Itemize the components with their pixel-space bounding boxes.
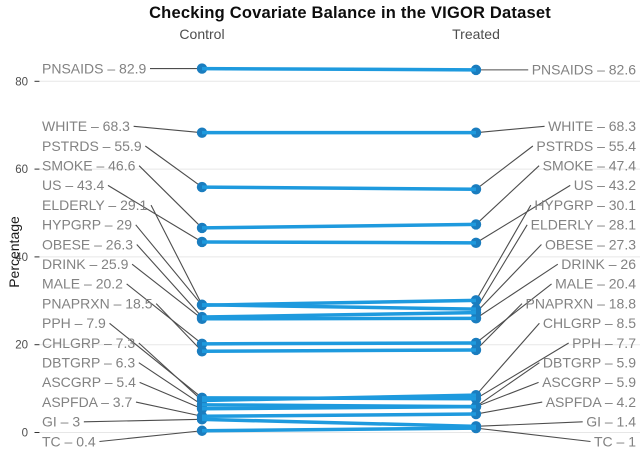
label-layer: PNSAIDS – 82.9 WHITE – 68.3 PSTRDS – 55.9 S… bbox=[42, 60, 636, 449]
slope-line bbox=[201, 404, 477, 411]
leader-line bbox=[475, 224, 528, 310]
y-tick-label: 40 bbox=[15, 252, 28, 264]
right-covariate-label: SMOKE – 47.4 bbox=[543, 158, 637, 174]
leader-line bbox=[144, 145, 203, 188]
column-header-control: Control bbox=[179, 26, 225, 42]
left-covariate-label: ASPFDA – 3.7 bbox=[42, 394, 132, 410]
slope-line bbox=[201, 298, 477, 307]
slope-line bbox=[201, 185, 477, 192]
leader-line bbox=[133, 125, 203, 134]
right-covariate-label: GI – 1.4 bbox=[586, 414, 636, 430]
slope-line bbox=[201, 417, 477, 429]
left-covariate-label: HYPGRP – 29 bbox=[42, 217, 132, 233]
left-covariate-label: PNSAIDS – 82.9 bbox=[42, 60, 146, 76]
left-covariate-label: WHITE – 68.3 bbox=[42, 118, 130, 134]
left-covariate-label: MALE – 20.2 bbox=[42, 276, 123, 292]
left-covariate-label: DBTGRP – 6.3 bbox=[42, 355, 135, 371]
y-tick-label: 0 bbox=[22, 428, 28, 440]
right-covariate-label: CHLGRP – 8.5 bbox=[543, 315, 636, 331]
left-covariate-label: SMOKE – 46.6 bbox=[42, 158, 136, 174]
right-covariate-label: TC – 1 bbox=[594, 433, 636, 449]
right-covariate-label: ASCGRP – 5.9 bbox=[542, 374, 636, 390]
left-covariate-label: PPH – 7.9 bbox=[42, 315, 106, 331]
leader-line bbox=[475, 184, 571, 244]
left-covariate-label: TC – 0.4 bbox=[42, 433, 96, 449]
leader-line bbox=[131, 263, 203, 320]
leader-line bbox=[475, 427, 591, 443]
leader-line bbox=[99, 430, 203, 443]
treated-point bbox=[470, 295, 482, 306]
slope-line bbox=[201, 393, 477, 403]
leader-line bbox=[150, 204, 203, 306]
left-covariate-label: DRINK – 25.9 bbox=[42, 256, 129, 272]
point-layer bbox=[196, 63, 482, 436]
leader-line bbox=[475, 342, 569, 400]
treated-point bbox=[470, 344, 482, 356]
right-covariate-label: DBTGRP – 5.9 bbox=[543, 355, 636, 371]
right-covariate-label: PNAPRXN – 18.8 bbox=[526, 295, 637, 311]
left-covariate-label: ASCGRP – 5.4 bbox=[42, 374, 136, 390]
leader-line bbox=[475, 165, 540, 225]
leader-line bbox=[139, 381, 203, 410]
leader-line bbox=[475, 401, 543, 415]
column-header-treated: Treated bbox=[452, 26, 500, 42]
leader-line bbox=[135, 401, 203, 417]
slope-line-layer bbox=[201, 66, 477, 433]
leader-line bbox=[475, 381, 539, 408]
y-tick-label: 60 bbox=[15, 164, 28, 176]
slope-line bbox=[201, 66, 477, 72]
left-covariate-label: GI – 3 bbox=[42, 414, 80, 430]
leader-line bbox=[475, 303, 523, 351]
left-covariate-label: OBESE – 26.3 bbox=[42, 236, 133, 252]
left-covariate-label: US – 43.4 bbox=[42, 177, 104, 193]
leader-line bbox=[136, 244, 203, 318]
leader-line bbox=[126, 283, 203, 345]
leader-line-layer bbox=[83, 68, 591, 443]
leader-line bbox=[83, 418, 203, 423]
leader-line bbox=[138, 362, 203, 406]
leader-line bbox=[138, 165, 203, 229]
slope-line bbox=[201, 310, 477, 319]
slope-line bbox=[201, 348, 477, 354]
leader-line bbox=[475, 244, 542, 314]
leader-line bbox=[475, 204, 532, 301]
right-covariate-label: PPH – 7.7 bbox=[572, 335, 636, 351]
y-axis-title: Percentage bbox=[6, 216, 22, 288]
y-tick-label: 80 bbox=[15, 76, 28, 88]
y-tick-label: 20 bbox=[15, 340, 28, 352]
leader-line bbox=[475, 263, 559, 319]
right-covariate-label: US – 43.2 bbox=[574, 177, 636, 193]
leader-line bbox=[475, 283, 552, 344]
leader-line bbox=[475, 322, 540, 396]
right-covariate-label: ASPFDA – 4.2 bbox=[546, 394, 636, 410]
right-covariate-label: PSTRDS – 55.4 bbox=[536, 138, 636, 154]
leader-line bbox=[475, 145, 534, 190]
left-covariate-label: ELDERLY – 29.1 bbox=[42, 197, 148, 213]
leader-line bbox=[475, 362, 540, 408]
leader-line bbox=[138, 342, 203, 401]
leader-line bbox=[109, 322, 203, 399]
right-covariate-label: HYPGRP – 30.1 bbox=[534, 197, 636, 213]
leader-line bbox=[475, 125, 545, 134]
slope-line bbox=[201, 412, 477, 419]
right-covariate-label: MALE – 20.4 bbox=[555, 276, 636, 292]
left-covariate-label: CHLGRP – 7.3 bbox=[42, 335, 135, 351]
chart-title: Checking Covariate Balance in the VIGOR … bbox=[149, 4, 551, 22]
right-covariate-label: ELDERLY – 28.1 bbox=[531, 217, 637, 233]
left-covariate-label: PNAPRXN – 18.5 bbox=[42, 295, 153, 311]
right-covariate-label: OBESE – 27.3 bbox=[545, 236, 636, 252]
right-covariate-label: DRINK – 26 bbox=[561, 256, 636, 272]
left-covariate-label: PSTRDS – 55.9 bbox=[42, 138, 142, 154]
right-covariate-label: WHITE – 68.3 bbox=[548, 118, 636, 134]
slope-line bbox=[201, 240, 477, 245]
leader-line bbox=[135, 224, 203, 306]
right-covariate-label: PNSAIDS – 82.6 bbox=[532, 62, 636, 78]
slope-line bbox=[201, 222, 477, 230]
leader-line bbox=[475, 421, 583, 427]
slope-line bbox=[201, 426, 477, 433]
slope-line bbox=[201, 341, 477, 346]
leader-line bbox=[155, 303, 203, 352]
